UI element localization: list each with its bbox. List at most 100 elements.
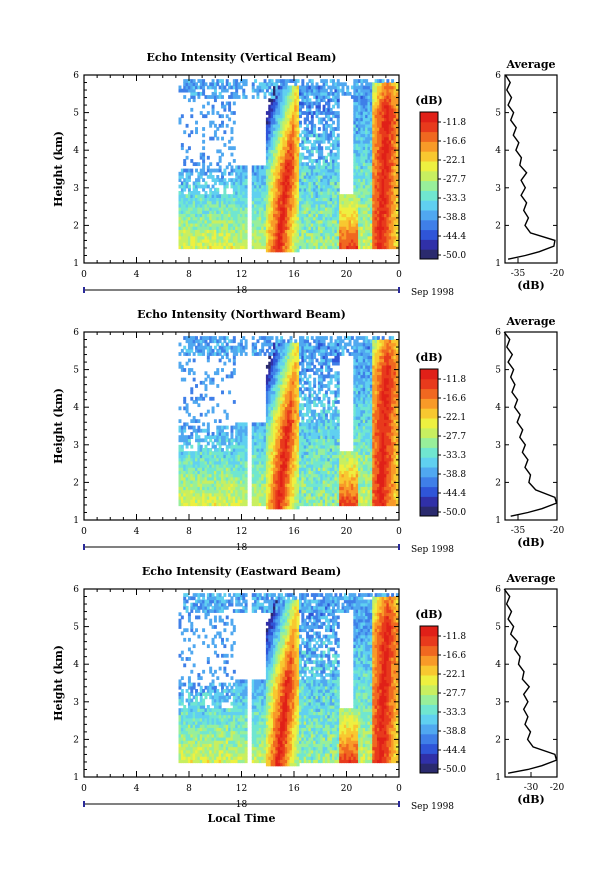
heatmap-cell [332,114,336,119]
heatmap-cell [273,194,276,198]
heatmap-cell [376,130,380,135]
heatmap-cell [237,85,241,90]
heatmap-cell [388,222,392,227]
heatmap-cell [291,187,295,192]
heatmap-cell [265,133,269,138]
heatmap-cell [235,194,239,198]
heatmap-cell [388,175,392,179]
heatmap-cell [291,175,295,179]
heatmap-cell [395,98,399,103]
heatmap-cell [206,502,210,507]
heatmap-cell [348,232,352,237]
heatmap-cell [332,85,336,90]
heatmap-cell [197,200,201,205]
heatmap-cell [202,165,206,170]
heatmap-cell [360,120,364,125]
heatmap-cell [336,219,340,224]
heatmap-cell [317,149,321,154]
heatmap-cell [287,178,291,183]
heatmap-cell [192,428,196,433]
heatmap-cell [202,171,206,176]
heatmap-cell [187,219,191,224]
heatmap-cell [301,101,305,106]
heatmap-cell [275,184,279,189]
heatmap-cell [372,232,376,237]
heatmap-cell [289,226,293,230]
heatmap-cell [261,454,265,459]
heatmap-cell [209,168,213,173]
heatmap-cell [218,178,222,183]
heatmap-cell [239,242,243,246]
heatmap-cell [376,91,380,96]
heatmap-cell [376,104,380,109]
heatmap-cell [195,245,198,250]
heatmap-cell [185,82,189,87]
heatmap-cell [204,393,208,398]
heatmap-cell [332,206,336,211]
heatmap-cell [393,229,397,234]
heatmap-cell [282,168,286,173]
heatmap-cell [213,451,217,455]
heatmap-cell [237,178,241,183]
heatmap-cell [190,396,194,401]
heatmap-cell [280,114,284,119]
heatmap-cell [306,82,310,87]
heatmap-cell [211,91,215,96]
heatmap-cell [230,470,234,475]
heatmap-cell [178,117,182,122]
heatmap-cell [232,499,236,503]
heatmap-cell [275,235,279,240]
heatmap-cell [204,171,208,176]
heatmap-cell [239,492,243,497]
heatmap-cell [384,159,387,163]
heatmap-cell [225,432,229,436]
heatmap-cell [195,438,198,443]
heatmap-cell [303,178,307,183]
heatmap-cell [228,441,232,446]
heatmap-cell [265,213,269,218]
heatmap-cell [204,377,208,382]
heatmap-cell [329,184,333,189]
heatmap-cell [343,91,347,96]
heatmap-cell [225,489,229,494]
heatmap-cell [301,152,305,157]
heatmap-cell [310,197,314,202]
heatmap-cell [306,226,310,230]
heatmap-cell [289,79,293,83]
heatmap-cell [294,248,298,253]
heatmap-cell [358,165,362,170]
heatmap-cell [273,210,276,214]
heatmap-cell [306,229,310,234]
heatmap-cell [192,213,196,218]
heatmap-cell [329,107,333,112]
heatmap-cell [268,428,272,433]
heatmap-cell [334,175,338,179]
heatmap-cell [251,495,255,500]
heatmap-cell [369,181,373,186]
heatmap-cell [185,178,189,183]
heatmap-cell [310,146,314,151]
heatmap-cell [202,139,206,144]
heatmap-cell [237,235,241,240]
heatmap-cell [263,457,267,462]
heatmap-cell [244,473,248,478]
heatmap-cell [391,155,395,160]
heatmap-cell [388,120,392,125]
heatmap-cell [197,339,201,344]
heatmap-cell [206,245,210,250]
heatmap-cell [225,88,229,93]
heatmap-cell [187,435,191,440]
heatmap-cell [362,79,366,83]
heatmap-cell [270,114,274,119]
heatmap-cell [195,178,198,183]
heatmap-cell [183,422,187,427]
heatmap-cell [284,184,288,189]
heatmap-cell [263,171,267,176]
heatmap-cell [303,101,307,106]
heatmap-cell [209,463,213,468]
heatmap-cell [332,219,336,224]
heatmap-cell [372,111,376,115]
heatmap-cell [395,216,399,221]
heatmap-cell [242,194,246,198]
heatmap-cell [362,136,366,141]
